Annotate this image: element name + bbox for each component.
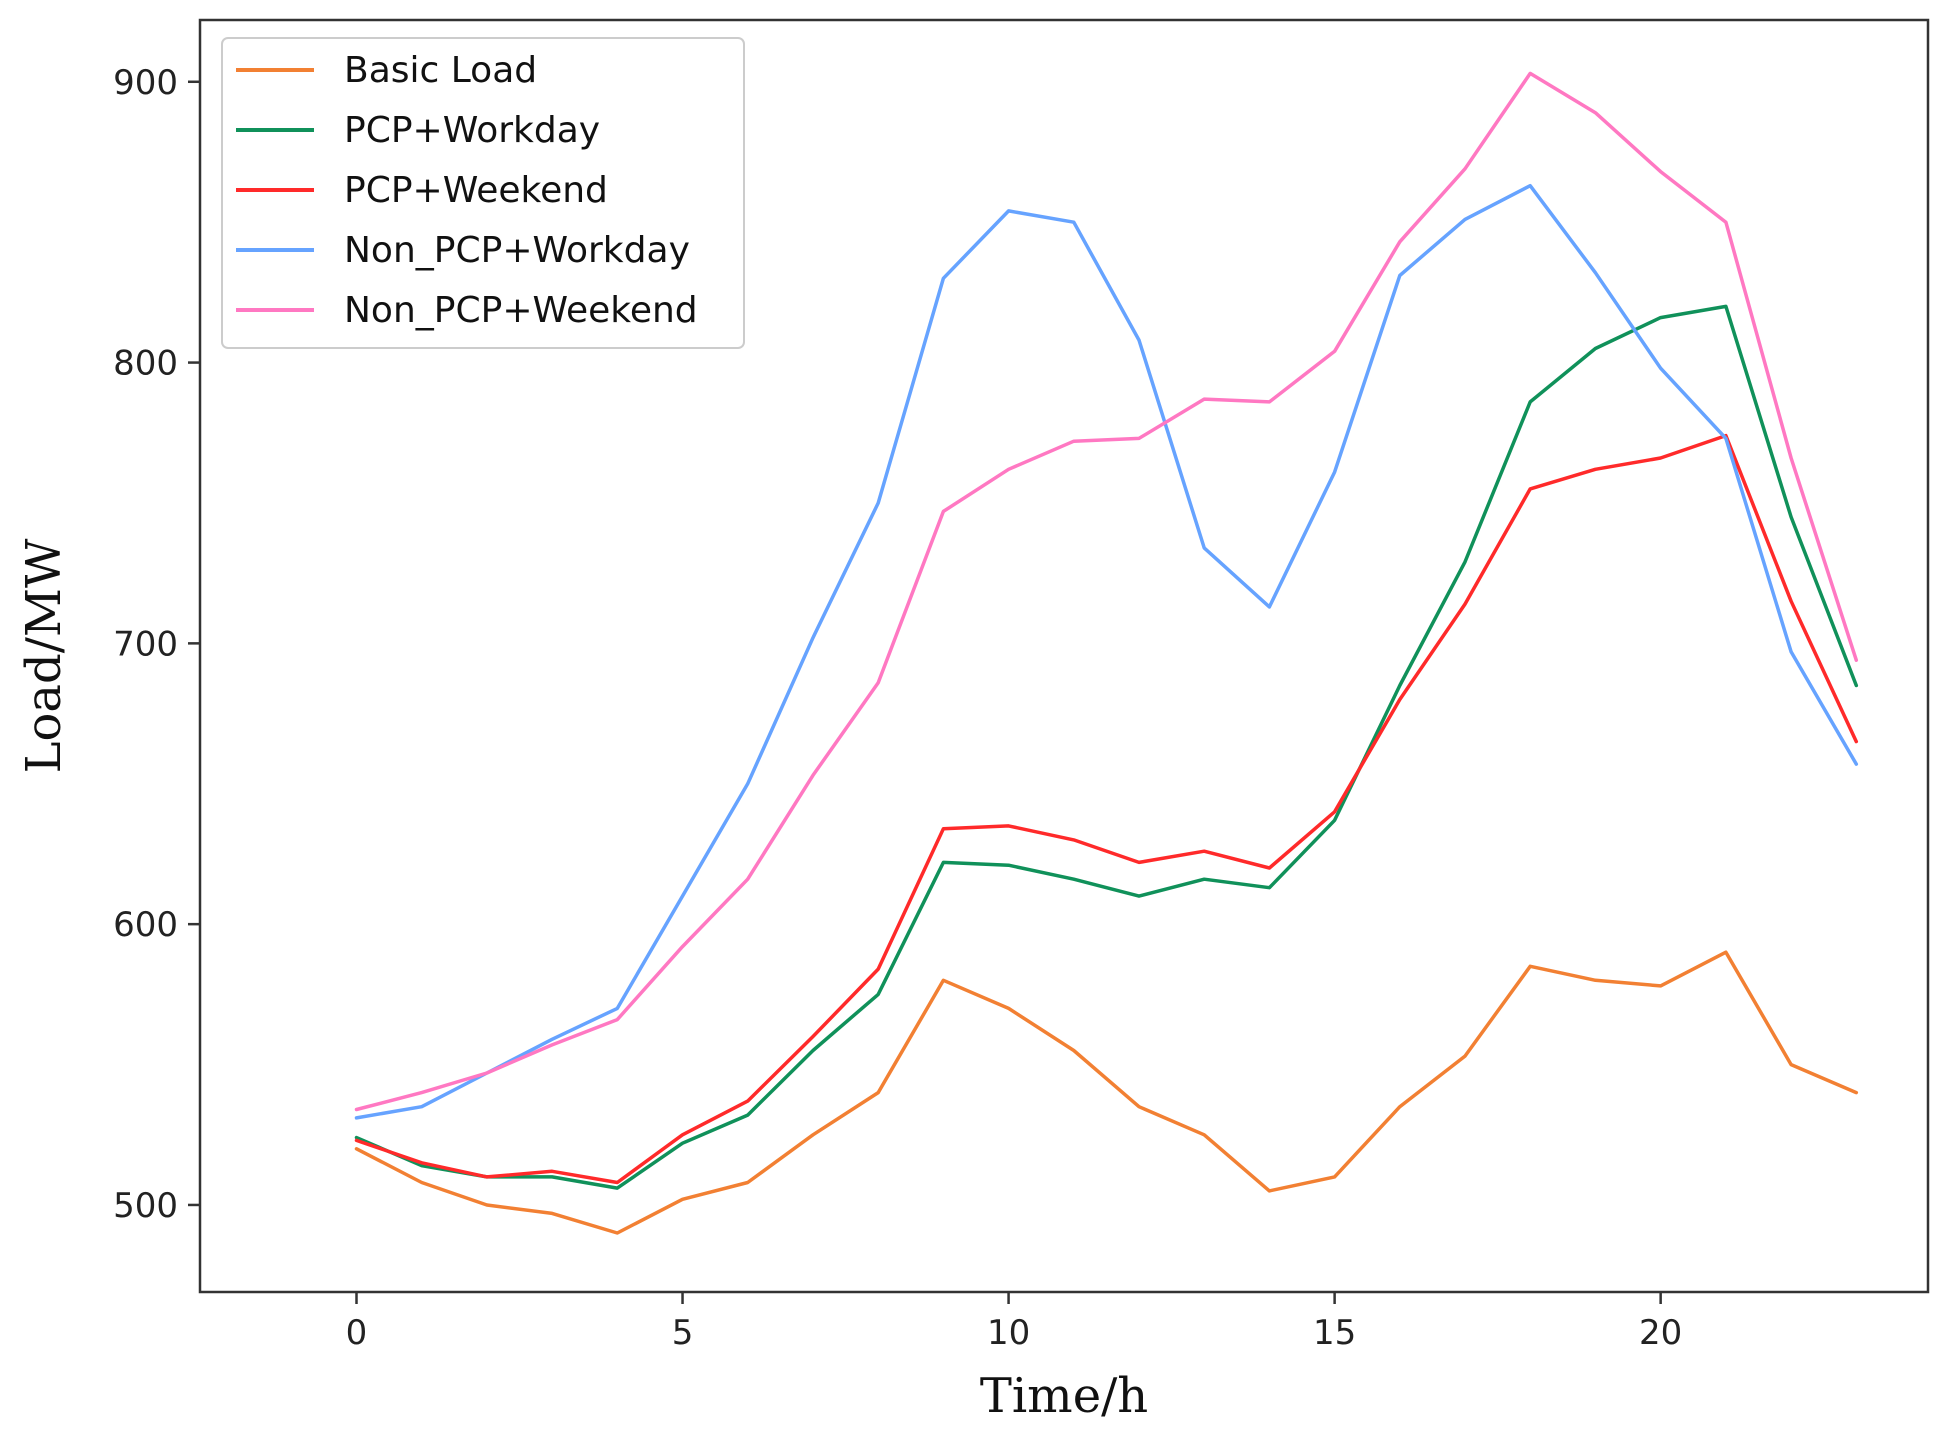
series-line-pcp-workday: [354, 304, 1859, 1190]
ticks-group: 0 5 10 15 20 500 600 700 800 900: [113, 63, 1682, 1353]
x-tick-label: 10: [987, 1313, 1030, 1353]
y-tick-label: 900: [113, 63, 178, 103]
y-axis-label: Load/MW: [16, 538, 72, 773]
series-line-non-pcp-workday: [354, 183, 1859, 1120]
series-line-pcp-weekend: [354, 433, 1859, 1185]
legend-entry-label: PCP+Weekend: [344, 170, 608, 211]
y-tick-label: 500: [113, 1186, 178, 1226]
plot-frame: [198, 18, 1930, 1294]
y-tick-label: 600: [113, 905, 178, 945]
legend-entry-label: PCP+Workday: [344, 110, 600, 151]
y-tick-label: 800: [113, 344, 178, 384]
legend: Basic Load PCP+Workday PCP+Weekend Non_PCP+…: [221, 37, 745, 349]
legend-entry-label: Non_PCP+Workday: [344, 230, 690, 271]
series-group: [354, 71, 1859, 1235]
series-line-non-pcp-weekend: [354, 71, 1859, 1112]
legend-box: [221, 37, 745, 349]
plot-frame-group: [198, 18, 1930, 1294]
x-tick-label: 20: [1639, 1313, 1682, 1353]
x-tick-label: 15: [1313, 1313, 1356, 1353]
y-tick-label: 700: [113, 624, 178, 664]
x-tick-label: 5: [672, 1313, 694, 1353]
x-tick-label: 0: [346, 1313, 368, 1353]
series-line-basic-load: [354, 950, 1859, 1235]
legend-entry-label: Non_PCP+Weekend: [344, 290, 698, 331]
legend-entry-label: Basic Load: [344, 50, 537, 91]
x-axis-label: Time/h: [980, 1368, 1148, 1424]
